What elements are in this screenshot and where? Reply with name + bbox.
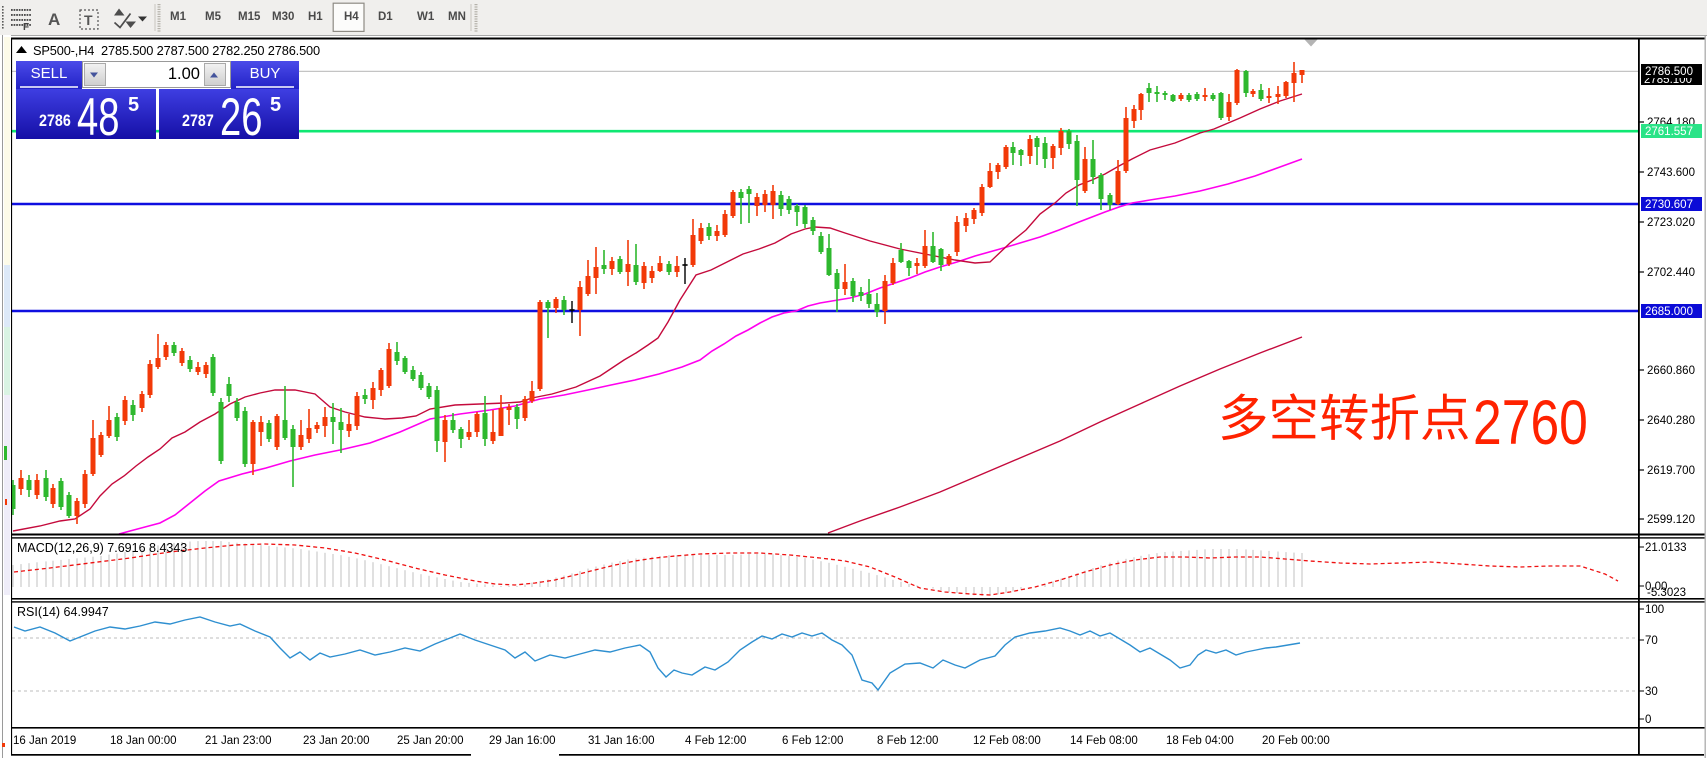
svg-text:2761.557: 2761.557 bbox=[1645, 126, 1693, 138]
svg-text:100: 100 bbox=[1645, 604, 1664, 616]
svg-text:16 Jan 2019: 16 Jan 2019 bbox=[13, 735, 76, 747]
svg-text:SP500-,H4 2785.500 2787.500 2: SP500-,H4 2785.500 2787.500 2782.250 278… bbox=[33, 43, 320, 58]
svg-text:21 Jan 23:00: 21 Jan 23:00 bbox=[205, 735, 272, 747]
svg-text:2723.020: 2723.020 bbox=[1647, 217, 1695, 229]
svg-text:70: 70 bbox=[1645, 635, 1658, 647]
svg-text:29 Jan 16:00: 29 Jan 16:00 bbox=[489, 735, 556, 747]
svg-text:4 Feb 12:00: 4 Feb 12:00 bbox=[685, 735, 746, 747]
svg-text:31 Jan 16:00: 31 Jan 16:00 bbox=[588, 735, 655, 747]
svg-text:2760: 2760 bbox=[1473, 388, 1588, 458]
svg-text:2619.700: 2619.700 bbox=[1647, 465, 1695, 477]
svg-text:18 Jan 00:00: 18 Jan 00:00 bbox=[110, 735, 177, 747]
svg-text:2786.500: 2786.500 bbox=[1645, 66, 1693, 78]
svg-text:RSI(14) 64.9947: RSI(14) 64.9947 bbox=[17, 605, 109, 619]
svg-text:18 Feb 04:00: 18 Feb 04:00 bbox=[1166, 735, 1234, 747]
svg-text:6 Feb 12:00: 6 Feb 12:00 bbox=[782, 735, 843, 747]
svg-text:F: F bbox=[23, 22, 29, 33]
svg-text:2640.280: 2640.280 bbox=[1647, 415, 1695, 427]
svg-text:2702.440: 2702.440 bbox=[1647, 267, 1695, 279]
svg-text:0.00: 0.00 bbox=[1645, 581, 1667, 593]
svg-text:A: A bbox=[48, 10, 60, 29]
svg-text:2660.860: 2660.860 bbox=[1647, 365, 1695, 377]
svg-text:0: 0 bbox=[1645, 714, 1651, 726]
svg-text:T: T bbox=[84, 12, 93, 28]
svg-text:MACD(12,26,9) 7.6916 8.4343: MACD(12,26,9) 7.6916 8.4343 bbox=[17, 541, 187, 555]
svg-text:23 Jan 20:00: 23 Jan 20:00 bbox=[303, 735, 370, 747]
svg-text:-5.3023: -5.3023 bbox=[1647, 587, 1686, 599]
svg-text:20 Feb 00:00: 20 Feb 00:00 bbox=[1262, 735, 1330, 747]
svg-text:30: 30 bbox=[1645, 686, 1658, 698]
svg-text:21.0133: 21.0133 bbox=[1645, 542, 1687, 554]
svg-text:8 Feb 12:00: 8 Feb 12:00 bbox=[877, 735, 938, 747]
svg-text:2685.000: 2685.000 bbox=[1645, 306, 1693, 318]
svg-text:2730.607: 2730.607 bbox=[1645, 199, 1693, 211]
svg-text:2599.120: 2599.120 bbox=[1647, 514, 1695, 526]
svg-text:14 Feb 08:00: 14 Feb 08:00 bbox=[1070, 735, 1138, 747]
svg-text:12 Feb 08:00: 12 Feb 08:00 bbox=[973, 735, 1041, 747]
svg-text:2743.600: 2743.600 bbox=[1647, 167, 1695, 179]
svg-text:25 Jan 20:00: 25 Jan 20:00 bbox=[397, 735, 464, 747]
